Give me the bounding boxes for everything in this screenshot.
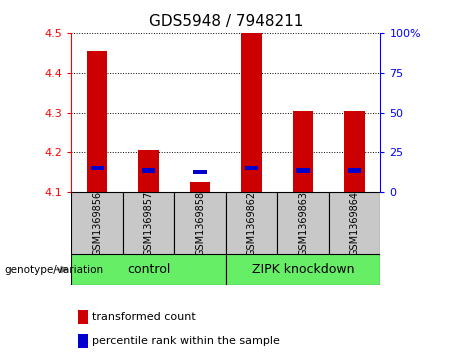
Bar (242, 33, 262, 192)
Bar (71, 192, 123, 254)
Text: genotype/variation: genotype/variation (5, 265, 104, 274)
Text: GSM1369864: GSM1369864 (349, 191, 360, 256)
Text: GSM1369857: GSM1369857 (144, 191, 154, 256)
Bar (142, 168, 155, 173)
Bar (344, 110, 365, 192)
Bar (329, 192, 380, 254)
Text: GSM1369858: GSM1369858 (195, 191, 205, 256)
Bar (194, 170, 207, 174)
Bar (190, 182, 211, 192)
Bar (123, 192, 174, 254)
Bar (226, 192, 278, 254)
Text: GSM1369862: GSM1369862 (247, 191, 257, 256)
Bar (71, 254, 226, 285)
Bar (293, 110, 313, 192)
Title: GDS5948 / 7948211: GDS5948 / 7948211 (149, 14, 303, 29)
Bar (278, 192, 329, 254)
Text: ZIPK knockdown: ZIPK knockdown (252, 263, 355, 276)
Bar (245, 166, 258, 170)
Bar (77, 334, 89, 348)
Bar (77, 310, 89, 324)
Text: GSM1369856: GSM1369856 (92, 191, 102, 256)
Bar (226, 254, 380, 285)
Text: transformed count: transformed count (92, 312, 195, 322)
Bar (296, 168, 310, 173)
Bar (348, 168, 361, 173)
Bar (138, 150, 159, 192)
Bar (90, 166, 104, 170)
Bar (87, 50, 107, 192)
Text: GSM1369863: GSM1369863 (298, 191, 308, 256)
Text: control: control (127, 263, 171, 276)
Text: percentile rank within the sample: percentile rank within the sample (92, 336, 279, 346)
Bar (174, 192, 226, 254)
